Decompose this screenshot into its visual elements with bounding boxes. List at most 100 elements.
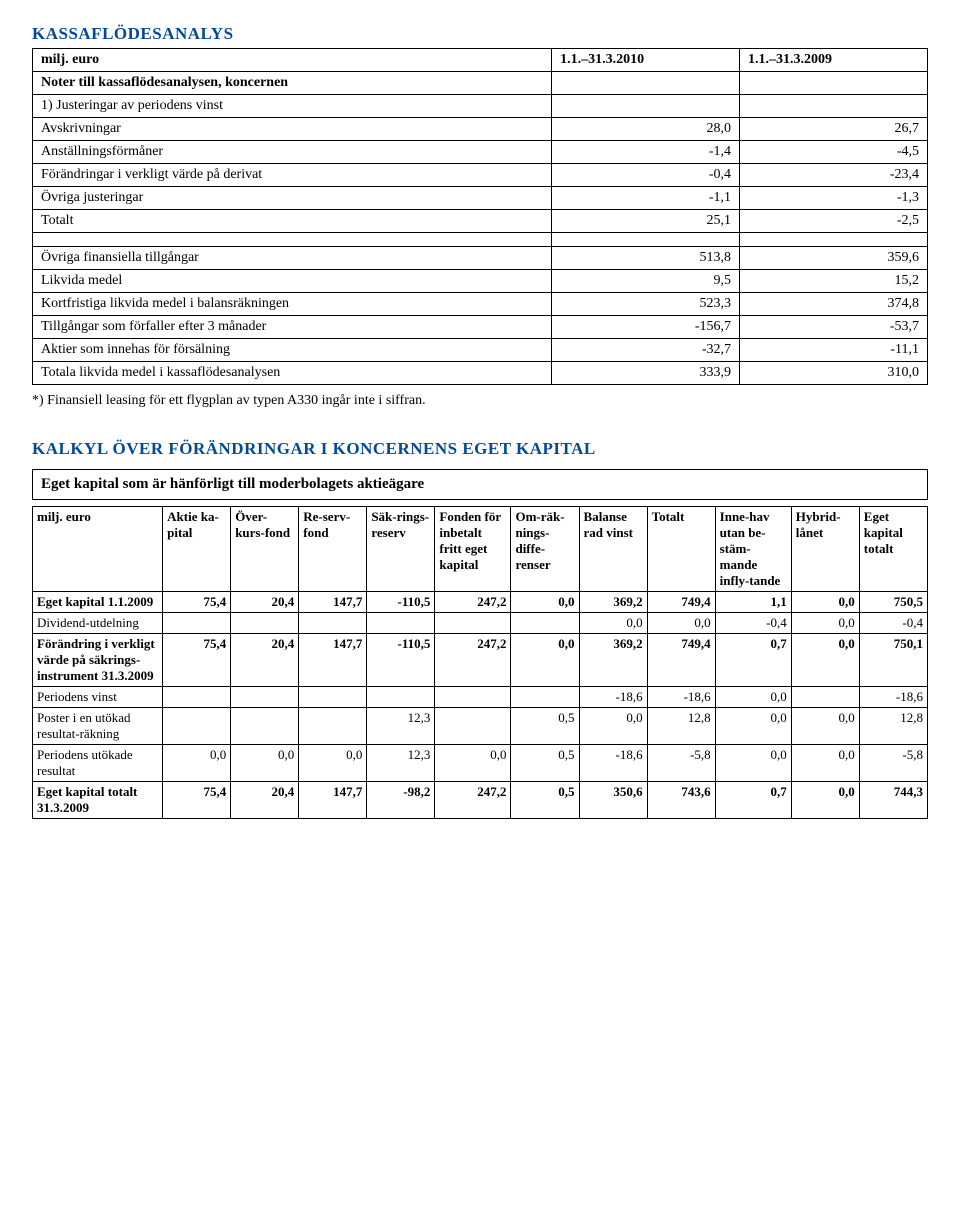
cell-value: 28,0 (552, 118, 740, 141)
t2-header: Om-räk-nings-diffe-renser (511, 507, 579, 592)
cell-value: -11,1 (740, 339, 928, 362)
t2-row-label: Dividend-utdelning (33, 613, 163, 634)
t2-cell: -98,2 (367, 782, 435, 819)
cell (740, 95, 928, 118)
t2-cell (299, 613, 367, 634)
t2-cell (163, 708, 231, 745)
t2-cell (299, 708, 367, 745)
t2-cell (435, 687, 511, 708)
t2-cell: 247,2 (435, 634, 511, 687)
cell (552, 95, 740, 118)
t2-cell: 0,0 (579, 708, 647, 745)
t2-cell: 750,5 (859, 592, 927, 613)
cell (552, 72, 740, 95)
t2-cell: -0,4 (715, 613, 791, 634)
t2-cell: 743,6 (647, 782, 715, 819)
cell-value: 310,0 (740, 362, 928, 385)
t2-header: Säk-rings-reserv (367, 507, 435, 592)
cell-value: -53,7 (740, 316, 928, 339)
t2-header: Inne-hav utan be-stäm-mande infly-tande (715, 507, 791, 592)
t2-cell: 247,2 (435, 782, 511, 819)
t2-cell: 20,4 (231, 634, 299, 687)
cashflow-table: milj. euro 1.1.–31.3.2010 1.1.–31.3.2009… (32, 48, 928, 385)
t2-header: Eget kapital totalt (859, 507, 927, 592)
t2-cell (435, 613, 511, 634)
section-heading: KALKYL ÖVER FÖRÄNDRINGAR I KONCERNENS EG… (32, 439, 928, 459)
t2-cell: 147,7 (299, 592, 367, 613)
row-label: Övriga justeringar (33, 187, 552, 210)
t2-row-label: Eget kapital totalt 31.3.2009 (33, 782, 163, 819)
t2-cell: -5,8 (647, 745, 715, 782)
t2-cell (511, 613, 579, 634)
t2-cell: 749,4 (647, 592, 715, 613)
t2-cell: 0,0 (647, 613, 715, 634)
t2-cell: 0,7 (715, 634, 791, 687)
subheading: Eget kapital som är hänförligt till mode… (33, 470, 928, 500)
t2-cell: 75,4 (163, 592, 231, 613)
cell-value: 513,8 (552, 247, 740, 270)
footnote: *) Finansiell leasing för ett flygplan a… (32, 393, 928, 409)
t2-cell (511, 687, 579, 708)
cell-value: 26,7 (740, 118, 928, 141)
t2-cell: 247,2 (435, 592, 511, 613)
t2-cell: 20,4 (231, 782, 299, 819)
t2-cell: 369,2 (579, 592, 647, 613)
cell-value: -2,5 (740, 210, 928, 233)
t2-cell: 0,0 (435, 745, 511, 782)
t2-header: Fonden för inbetalt fritt eget kapital (435, 507, 511, 592)
row-label: Totala likvida medel i kassaflödesanalys… (33, 362, 552, 385)
t1-section-sub: 1) Justeringar av periodens vinst (33, 95, 552, 118)
t2-cell: -110,5 (367, 592, 435, 613)
cell-value: 523,3 (552, 293, 740, 316)
t2-cell: -5,8 (859, 745, 927, 782)
cell-value: 25,1 (552, 210, 740, 233)
t1-section-title: Noter till kassaflödesanalysen, koncerne… (33, 72, 552, 95)
t2-row-label: Periodens utökade resultat (33, 745, 163, 782)
t2-cell: 75,4 (163, 782, 231, 819)
t2-cell (367, 613, 435, 634)
cell (740, 72, 928, 95)
t2-header: milj. euro (33, 507, 163, 592)
t2-cell (231, 613, 299, 634)
t2-cell (435, 708, 511, 745)
equity-table: milj. euroAktie ka-pitalÖver-kurs-fondRe… (32, 506, 928, 819)
t2-cell: 0,0 (791, 708, 859, 745)
t2-row-label: Periodens vinst (33, 687, 163, 708)
cell-value: -32,7 (552, 339, 740, 362)
t2-cell: 750,1 (859, 634, 927, 687)
t2-cell (231, 687, 299, 708)
t2-cell: 1,1 (715, 592, 791, 613)
t2-header: Hybrid-lånet (791, 507, 859, 592)
t2-cell: 12,8 (859, 708, 927, 745)
cell-value: 15,2 (740, 270, 928, 293)
t2-cell (163, 613, 231, 634)
t2-cell: 12,3 (367, 745, 435, 782)
t1-h2: 1.1.–31.3.2009 (740, 49, 928, 72)
t2-cell: 75,4 (163, 634, 231, 687)
t2-cell (163, 687, 231, 708)
t2-cell: -18,6 (859, 687, 927, 708)
cell-value: -23,4 (740, 164, 928, 187)
t2-cell: 0,0 (791, 782, 859, 819)
t2-cell: 0,5 (511, 708, 579, 745)
t2-cell: 0,0 (715, 687, 791, 708)
cell-value: -4,5 (740, 141, 928, 164)
row-label: Kortfristiga likvida medel i balansräkni… (33, 293, 552, 316)
cell-value: -1,3 (740, 187, 928, 210)
t2-header: Balanse rad vinst (579, 507, 647, 592)
t2-cell: 12,3 (367, 708, 435, 745)
t2-header: Över-kurs-fond (231, 507, 299, 592)
t2-cell (367, 687, 435, 708)
row-label: Övriga finansiella tillgångar (33, 247, 552, 270)
t2-cell: 0,0 (163, 745, 231, 782)
t2-row-label: Förändring i verkligt värde på säkrings-… (33, 634, 163, 687)
row-label: Totalt (33, 210, 552, 233)
cell-value: 359,6 (740, 247, 928, 270)
t2-cell: 0,0 (791, 634, 859, 687)
t2-cell: 20,4 (231, 592, 299, 613)
t2-row-label: Eget kapital 1.1.2009 (33, 592, 163, 613)
t2-cell: -18,6 (579, 745, 647, 782)
t2-cell: 0,0 (715, 745, 791, 782)
t1-h0: milj. euro (33, 49, 552, 72)
row-label: Förändringar i verkligt värde på derivat (33, 164, 552, 187)
